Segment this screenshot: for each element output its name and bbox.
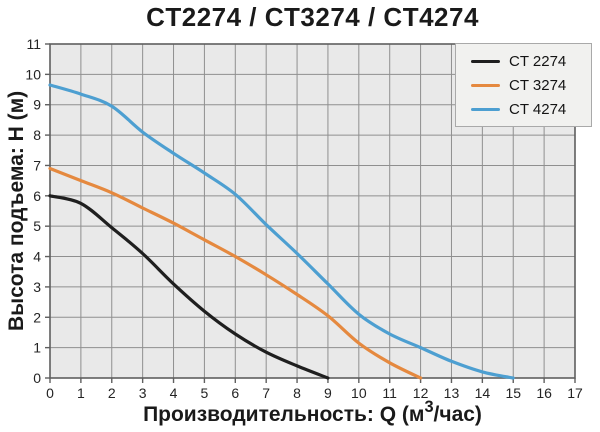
- legend-swatch-ct2274: [471, 59, 500, 63]
- legend-swatch-ct4274: [471, 107, 500, 111]
- y-tick-label: 6: [33, 188, 41, 204]
- legend-label-ct4274: CT 4274: [509, 100, 567, 118]
- y-tick-label: 1: [33, 340, 41, 356]
- y-tick-label: 3: [33, 279, 41, 295]
- x-axis-title: Производительность: Q (м3/час): [50, 398, 575, 427]
- x-tick-label: 2: [108, 385, 116, 401]
- x-tick-label: 14: [475, 385, 491, 401]
- x-tick-label: 8: [293, 385, 301, 401]
- x-tick-label: 6: [231, 385, 239, 401]
- x-tick-label: 16: [536, 385, 552, 401]
- y-tick-label: 7: [33, 157, 41, 173]
- x-axis-title-superscript: 3: [424, 398, 434, 416]
- y-tick-label: 11: [26, 36, 41, 52]
- y-tick-label: 0: [33, 370, 41, 386]
- x-axis-title-unit: /час): [433, 403, 482, 426]
- curve-ct2274: [48, 194, 330, 380]
- x-axis-title-text: Производительность: Q (м: [143, 403, 425, 426]
- legend-label-ct2274: CT 2274: [509, 52, 567, 70]
- x-tick-label: 7: [262, 385, 270, 401]
- legend-item-ct4274: CT 4274: [471, 101, 591, 118]
- x-tick-label: 10: [351, 385, 367, 401]
- x-tick-label: 3: [139, 385, 147, 401]
- x-tick-label: 17: [567, 385, 583, 401]
- legend: CT 2274 CT 3274 CT 4274: [455, 43, 592, 127]
- chart-title: CT2274 / CT3274 / CT4274: [146, 2, 479, 32]
- x-tick-label: 1: [77, 385, 85, 401]
- legend-item-ct2274: CT 2274: [471, 53, 591, 70]
- x-tick-label: 12: [413, 385, 429, 401]
- y-tick-label: 9: [33, 97, 41, 113]
- x-tick-label: 15: [505, 385, 521, 401]
- legend-item-ct3274: CT 3274: [471, 77, 591, 94]
- x-tick-label: 13: [444, 385, 460, 401]
- x-tick-label: 0: [46, 385, 54, 401]
- legend-swatch-ct3274: [471, 83, 500, 87]
- x-tick-label: 4: [170, 385, 178, 401]
- x-tick-label: 5: [201, 385, 209, 401]
- curve-ct3274: [48, 166, 423, 380]
- plot-border: [49, 43, 576, 379]
- x-tick-label: 9: [324, 385, 332, 401]
- y-tick-label: 4: [33, 249, 41, 265]
- y-tick-label: 5: [33, 218, 41, 234]
- curve-ct4274: [48, 83, 515, 380]
- x-tick-label: 11: [382, 385, 397, 401]
- y-tick-label: 10: [25, 66, 41, 82]
- legend-label-ct3274: CT 3274: [509, 76, 567, 94]
- y-tick-label: 2: [33, 309, 41, 325]
- y-tick-label: 8: [33, 127, 41, 143]
